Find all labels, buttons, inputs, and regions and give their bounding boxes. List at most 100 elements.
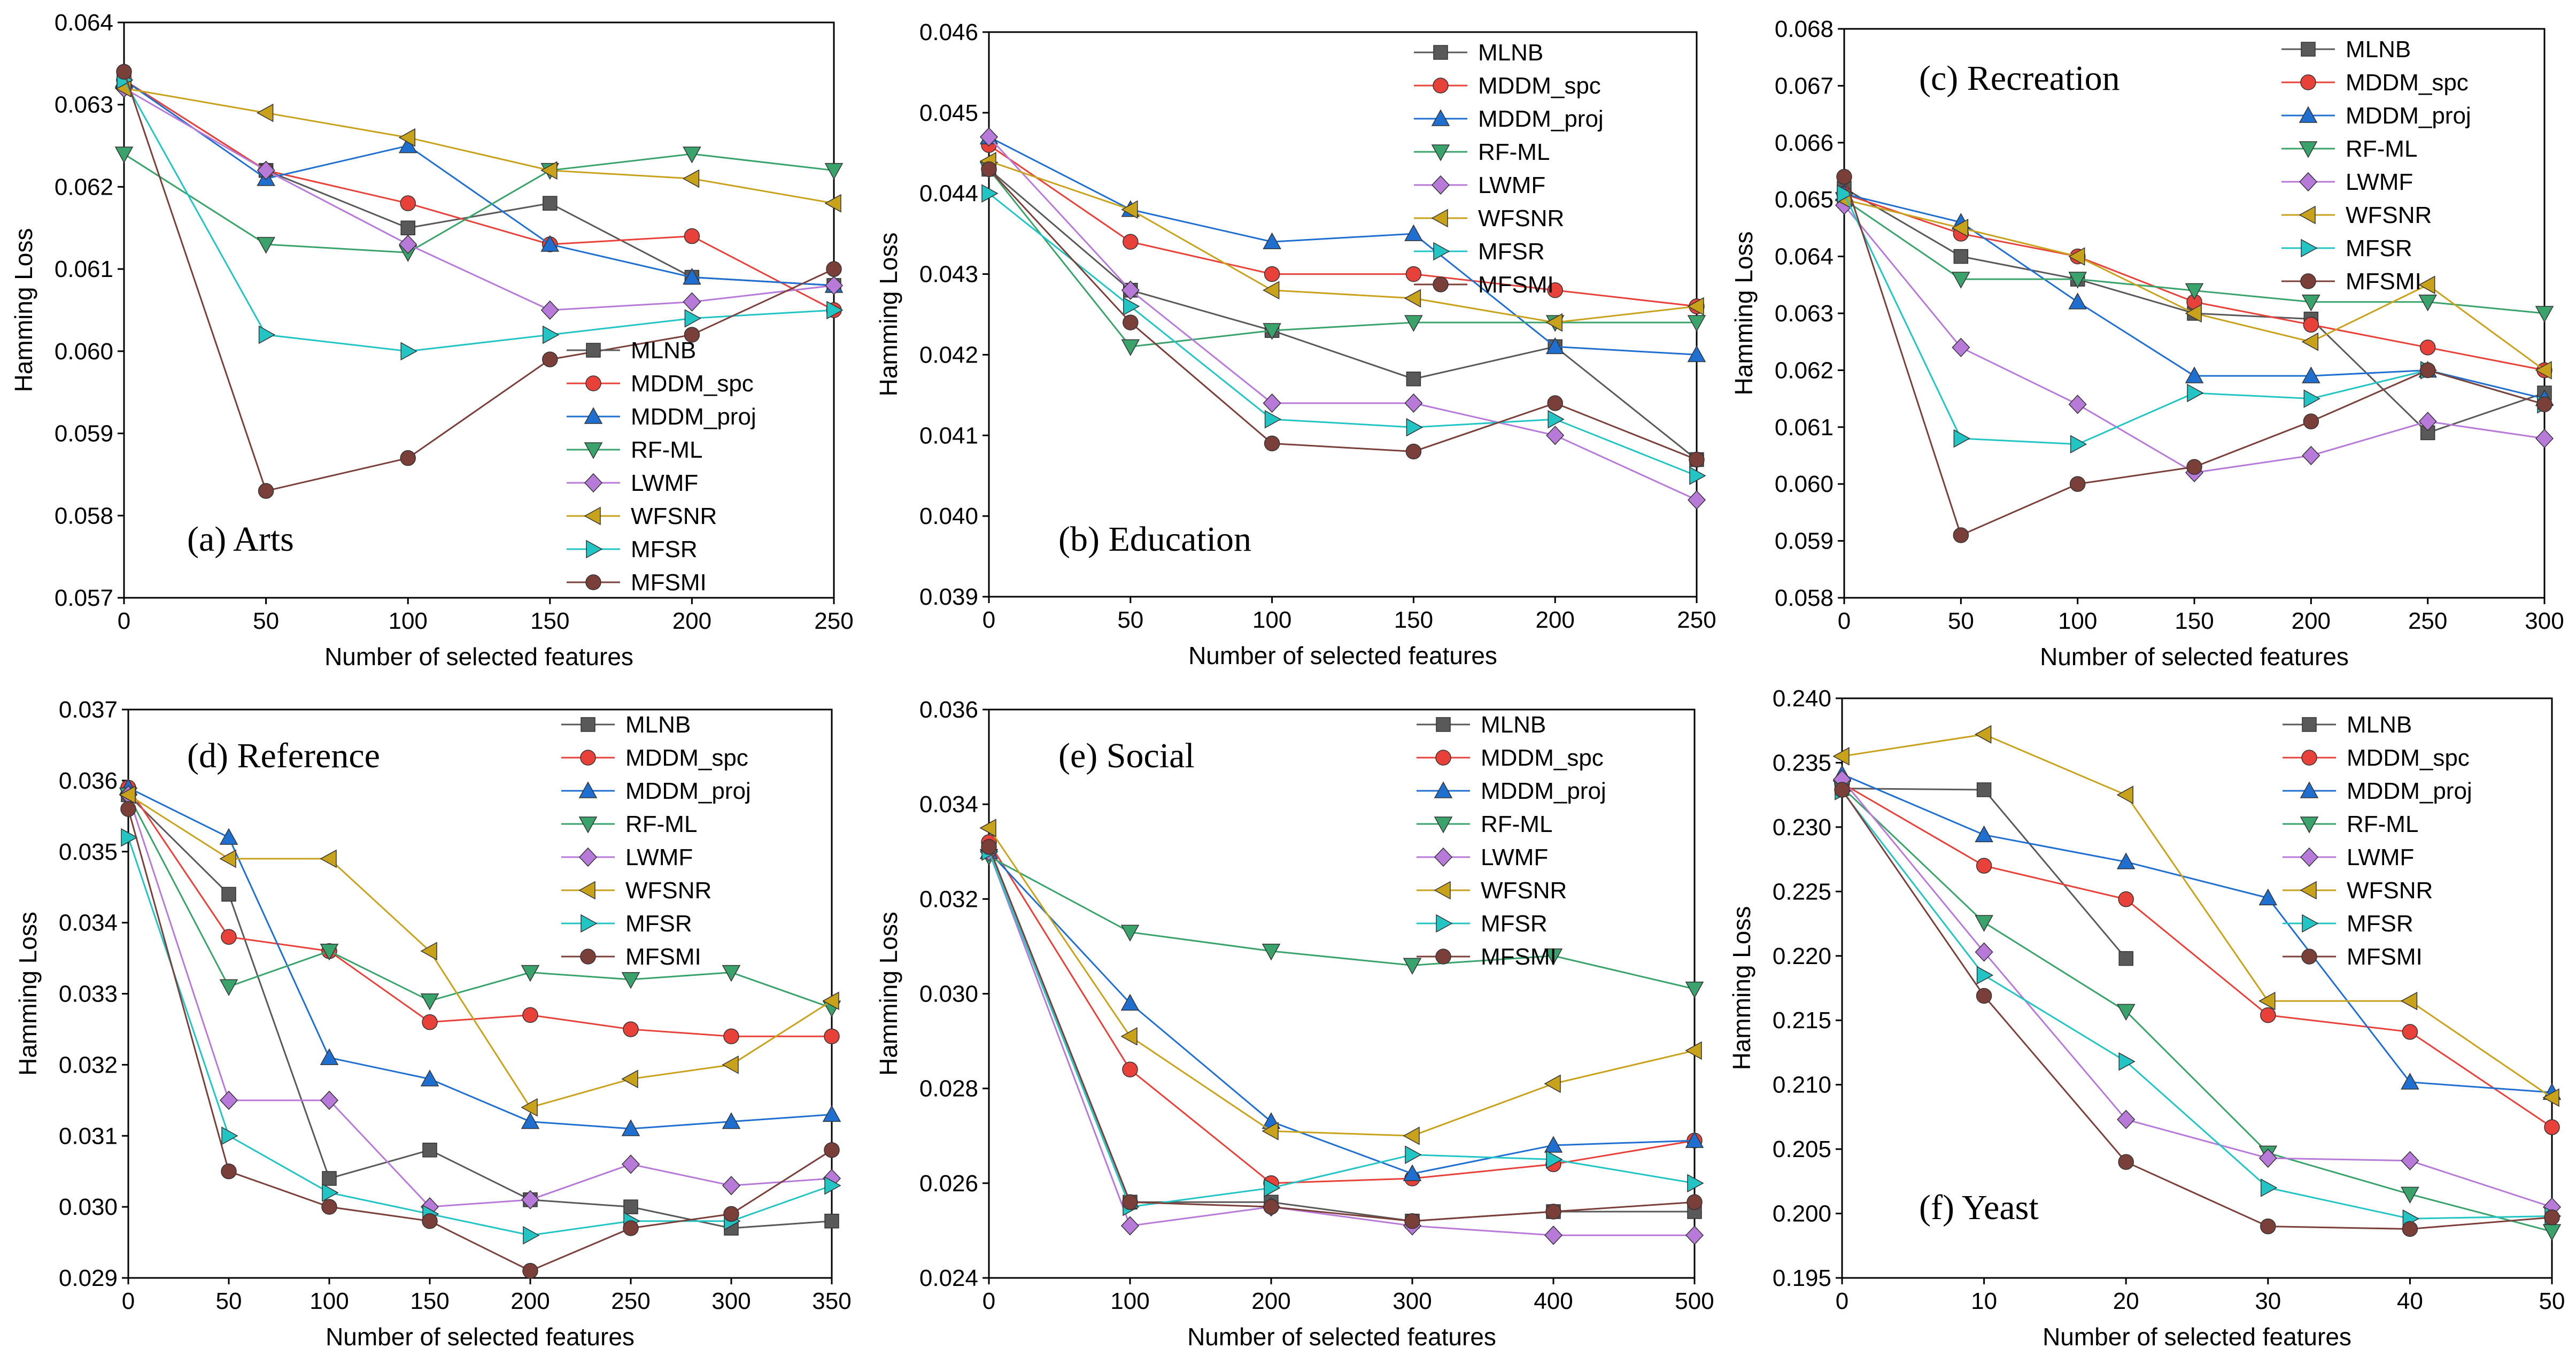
series-RF-ML [119, 787, 841, 1018]
x-tick-label: 20 [2113, 1288, 2139, 1314]
panel-title: (e) Social [1058, 736, 1195, 775]
legend-marker [2300, 74, 2316, 90]
data-point [822, 1105, 841, 1122]
y-axis-label: Hamming Loss [875, 912, 902, 1076]
data-point [2302, 366, 2320, 383]
y-tick-label: 0.033 [59, 981, 118, 1007]
legend-item: MFSR [561, 911, 692, 937]
legend-item: LWMF [1417, 844, 1548, 870]
legend-label: RF-ML [625, 811, 697, 837]
data-point [420, 942, 437, 961]
plot-frame [988, 31, 1698, 598]
data-point [2301, 332, 2319, 351]
data-point [1121, 200, 1138, 219]
series-line [123, 79, 834, 287]
data-point [398, 128, 415, 147]
legend-label: LWMF [2346, 169, 2413, 195]
data-point [1834, 782, 1850, 798]
data-point [221, 929, 237, 945]
x-tick-label: 50 [253, 608, 279, 634]
data-point [1263, 1199, 1279, 1215]
legend-item: LWMF [1414, 172, 1545, 198]
legend-label: WFSNR [2347, 877, 2433, 904]
data-point [1953, 249, 1969, 264]
series-MFSR [981, 842, 1704, 1216]
legend-marker [1434, 816, 1453, 834]
data-point [723, 1206, 739, 1222]
legend-marker [2301, 949, 2317, 965]
data-point [422, 1143, 437, 1158]
legend: MLNB MDDM_spc MDDM_proj RF-ML LWMF WFSNR MFSR M… [561, 712, 751, 970]
data-point [1976, 966, 1994, 985]
data-point [1405, 266, 1422, 282]
y-tick-label: 0.024 [919, 1265, 978, 1291]
x-tick-label: 0 [1836, 1288, 1848, 1314]
series-RF-ML [979, 161, 1706, 356]
data-point [824, 275, 844, 295]
data-point [1687, 315, 1706, 332]
series-line [1843, 204, 2545, 474]
series-line [1842, 773, 2552, 1093]
data-point [320, 849, 337, 868]
data-point [2535, 428, 2554, 449]
data-point [1975, 725, 1992, 744]
data-point [824, 194, 841, 213]
legend-item: WFSNR [2283, 877, 2433, 904]
data-point [523, 1226, 540, 1245]
series-MFSR [1835, 782, 2562, 1228]
data-point [683, 292, 701, 312]
x-tick-label: 150 [1394, 607, 1433, 633]
data-point [2118, 1154, 2134, 1170]
data-point [826, 261, 842, 277]
data-point [2401, 1151, 2419, 1170]
x-axis-label: Number of selected features [2043, 1323, 2351, 1351]
legend-marker [584, 442, 603, 459]
panel-title: (a) Arts [187, 520, 294, 559]
legend-item: MDDM_spc [1414, 73, 1601, 99]
y-tick-label: 0.060 [55, 338, 113, 365]
y-tick-label: 0.063 [1775, 300, 1834, 327]
data-point [219, 849, 236, 868]
series-MDDM_spc [120, 780, 840, 1044]
series-line [988, 851, 1695, 1236]
y-tick-label: 0.046 [919, 19, 978, 45]
legend-label: MFSR [2346, 235, 2412, 261]
legend-marker [580, 949, 596, 965]
y-tick-label: 0.045 [919, 100, 978, 126]
x-tick-label: 200 [1535, 607, 1574, 633]
legend-item: MFSR [567, 536, 698, 562]
series-line [988, 846, 1695, 1222]
series-MDDM_spc [981, 137, 1705, 314]
data-point [2303, 389, 2320, 408]
data-point [420, 1069, 439, 1086]
legend-marker [1434, 781, 1453, 798]
data-point [1953, 527, 1969, 543]
y-tick-label: 0.225 [1773, 878, 1831, 905]
legend-label: LWMF [631, 470, 698, 496]
data-point [521, 1112, 540, 1129]
x-tick-label: 150 [2175, 608, 2214, 634]
data-point [2401, 1073, 2419, 1090]
data-point [221, 887, 236, 902]
legend-item: RF-ML [567, 437, 702, 463]
series-line [127, 794, 832, 1009]
data-point [2535, 361, 2552, 380]
data-point [1262, 944, 1281, 961]
x-tick-label: 250 [2408, 608, 2447, 634]
x-axis-label: Number of selected features [326, 1323, 635, 1351]
data-point [2544, 1209, 2560, 1226]
data-point [2419, 340, 2436, 356]
data-point [1544, 1074, 1561, 1093]
legend-marker [2300, 847, 2319, 867]
legend-marker [578, 781, 598, 798]
legend: MLNB MDDM_spc MDDM_proj RF-ML LWMF WFSNR MFSR M… [1414, 40, 1604, 298]
data-point [522, 1262, 538, 1279]
legend-marker [1431, 175, 1450, 195]
data-point [2261, 1178, 2278, 1197]
y-tick-label: 0.036 [59, 768, 118, 794]
series-RF-ML [1832, 780, 2562, 1241]
data-point [623, 1220, 639, 1236]
data-point [621, 972, 640, 989]
data-point [2400, 991, 2418, 1011]
x-axis-label: Number of selected features [324, 643, 633, 671]
